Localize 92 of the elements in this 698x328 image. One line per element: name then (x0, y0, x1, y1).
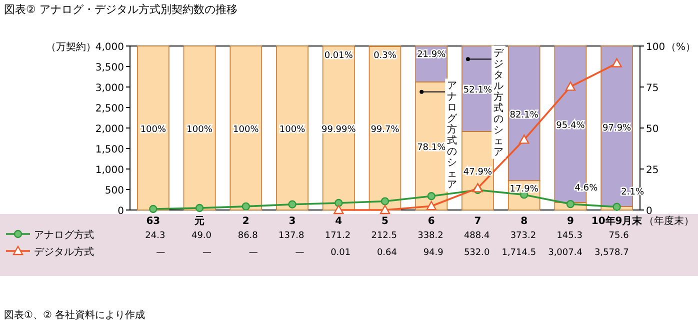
point (472, 183, 483, 192)
text: 図表①、② 各社資料により作成 (4, 309, 146, 321)
point (566, 200, 575, 208)
y-tick-label: 2,000 (95, 124, 124, 135)
bar (183, 46, 216, 210)
data-label: 94.9 (423, 248, 444, 258)
x-tick-label: 3 (288, 216, 296, 227)
bar (230, 46, 262, 210)
data-label: 0.64 (376, 248, 398, 258)
data-label: 0.01 (330, 248, 351, 258)
x-tick-label: 9 (566, 216, 574, 227)
y-tick-label: 3,500 (95, 62, 124, 74)
data-label: 0.3% (374, 51, 397, 61)
x-tick-label: 8 (520, 216, 528, 227)
x-tick-label: 63 (146, 216, 160, 227)
x-tick-label: 7 (474, 216, 482, 227)
text: — (295, 248, 304, 258)
data-label: 100% (140, 125, 166, 135)
bar (322, 46, 355, 210)
legend-label: デジタル方式 (34, 246, 94, 258)
data-label: 99.99% (321, 125, 356, 136)
data-label: 86.8 (238, 231, 258, 241)
point (612, 58, 622, 68)
point (149, 204, 158, 214)
bar (368, 46, 402, 210)
text: — (202, 248, 212, 258)
data-label: 100% (233, 125, 260, 135)
x-tick-label: 4 (335, 216, 342, 227)
y-tick-label: 0 (118, 206, 124, 217)
point (427, 192, 436, 200)
data-label: 171.2 (324, 231, 351, 241)
point (518, 134, 530, 144)
point (334, 198, 343, 208)
y-tick-label: 1,000 (95, 165, 124, 176)
x-tick-label: 5 (382, 216, 389, 227)
bar (137, 46, 170, 210)
y2-tick-label: 75 (646, 83, 659, 94)
data-label: 49.0 (192, 231, 212, 241)
bar (276, 46, 308, 210)
x-tick-label: 2 (242, 216, 250, 227)
data-label: 338.2 (418, 231, 444, 241)
point (334, 204, 344, 214)
data-label: 82.1% (510, 110, 539, 120)
data-label: 21.9% (417, 50, 446, 60)
data-label: 17.9% (510, 184, 539, 195)
data-label: 24.3 (145, 231, 166, 241)
y-tick-label: 2,500 (95, 104, 124, 114)
data-label: 145.3 (556, 231, 582, 241)
point (565, 82, 576, 91)
data-label: 52.1% (463, 86, 492, 96)
chart-title: 図表② アナログ・デジタル方式別契約数の推移 (4, 3, 238, 16)
data-label: 95.4% (556, 121, 586, 132)
point (612, 202, 621, 211)
y-tick-label: 500 (104, 186, 124, 196)
x-tick-label: 10年9月末 (591, 215, 644, 227)
point (426, 201, 436, 210)
data-label: 0.01% (324, 51, 354, 61)
x-axis-title: （年度末） (644, 215, 694, 227)
text: — (248, 248, 258, 258)
point (288, 200, 296, 208)
point (195, 204, 204, 212)
point (380, 204, 390, 214)
data-label: 75.6 (608, 231, 630, 241)
data-label: 212.5 (371, 231, 397, 241)
x-tick-label: 6 (428, 216, 435, 227)
y-tick-label: 3,000 (95, 83, 124, 94)
text: — (156, 248, 166, 258)
data-label: 97.9% (602, 123, 632, 134)
x-tick-label: 元 (194, 215, 205, 227)
y2-tick-label: 50 (646, 124, 659, 135)
data-label: 100% (186, 125, 213, 135)
y-tick-label: 4,000 (95, 42, 124, 53)
legend-label: アナログ方式 (34, 229, 94, 241)
data-label: 137.8 (278, 231, 305, 241)
data-label: 532.0 (464, 248, 490, 258)
y-axis-title: （万契約） (46, 41, 96, 53)
data-label: 3,578.7 (594, 248, 629, 258)
point (242, 202, 250, 211)
data-label: 78.1% (417, 142, 446, 153)
point (380, 197, 390, 206)
data-label: 100% (279, 125, 306, 135)
y-tick-label: 1,500 (95, 144, 124, 156)
data-label: 1,714.5 (502, 248, 536, 258)
data-label: 488.4 (464, 231, 490, 241)
y2-axis-title: （%） (666, 42, 696, 53)
data-label: 373.2 (510, 231, 536, 241)
y2-tick-label: 0 (646, 206, 652, 217)
data-label: 3,007.4 (548, 248, 583, 258)
data-label: 99.7% (370, 125, 400, 136)
y2-tick-label: 100 (646, 42, 666, 53)
y2-tick-label: 25 (646, 165, 659, 176)
data-label: 47.9% (463, 168, 492, 178)
